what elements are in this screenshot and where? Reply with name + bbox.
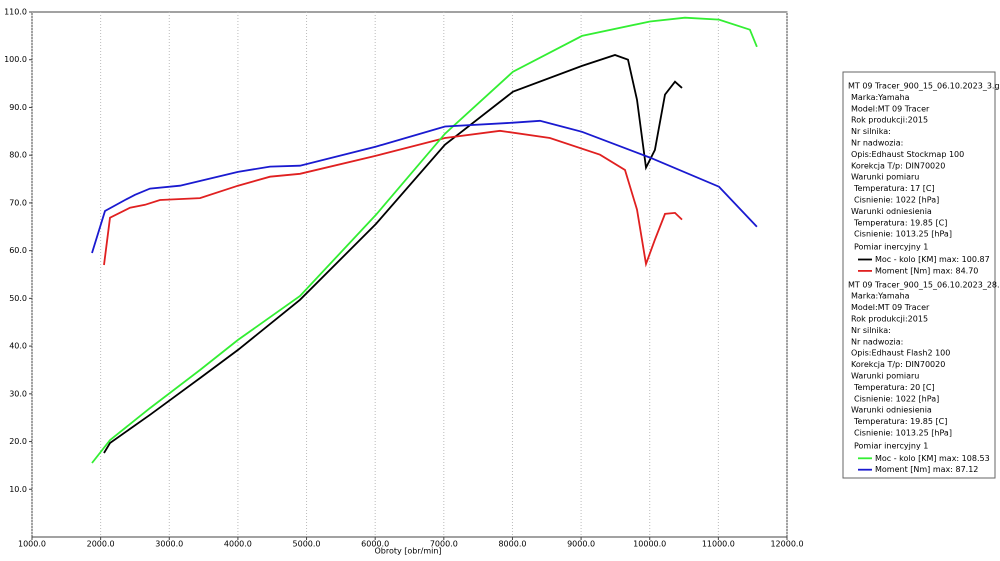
legend-info: Korekcja T/p: DIN70020 [851,360,945,369]
legend-label: Moc - kolo [KM] max: 108.53 [875,454,990,463]
x-tick-label: 6000.0 [361,540,389,549]
x-tick-label: 9000.0 [567,540,595,549]
x-tick-label: 4000.0 [224,540,252,549]
legend-heading: Warunki odniesienia [851,406,932,415]
y-tick-label: 40.0 [9,342,27,351]
legend-item: Temperatura: 19.85 [C] [853,218,947,227]
legend-info: Opis:Edhaust Stockmap 100 [851,150,964,159]
series-line [91,119,758,254]
legend-info: Opis:Edhaust Flash2 100 [851,349,950,358]
legend-info: Korekcja T/p: DIN70020 [851,161,945,170]
legend-info: Marka:Yamaha [851,93,910,102]
legend-file: MT 09 Tracer_900_15_06.10.2023_3.gxml [848,82,1000,91]
legend-info: Nr nadwozia: [851,337,903,346]
legend-item: Cisnienie: 1013.25 [hPa] [854,230,952,239]
legend-item: Temperatura: 20 [C] [853,383,935,392]
legend-measurement: Pomiar inercyjny 1 [854,243,928,252]
y-tick-label: 70.0 [9,198,27,207]
plot-area [31,11,788,538]
legend-file: MT 09 Tracer_900_15_06.10.2023_28.gxml [848,280,1000,289]
legend-item: Temperatura: 17 [C] [853,184,935,193]
x-axis-title: Obroty [obr/min] [374,547,441,556]
y-tick-label: 60.0 [9,246,27,255]
legend-info: Nr silnika: [851,326,891,335]
x-tick-label: 3000.0 [155,540,183,549]
legend-info: Nr silnika: [851,127,891,136]
x-tick-label: 11000.0 [702,540,735,549]
legend-measurement: Pomiar inercyjny 1 [854,441,928,450]
legend-item: Cisnienie: 1022 [hPa] [854,196,939,205]
legend-info: Nr nadwozia: [851,139,903,148]
legend-item: Cisnienie: 1013.25 [hPa] [854,429,952,438]
x-tick-label: 8000.0 [498,540,526,549]
x-tick-label: 10000.0 [633,540,666,549]
x-tick-label: 7000.0 [430,540,458,549]
x-tick-label: 12000.0 [770,540,803,549]
x-tick-label: 1000.0 [18,540,46,549]
y-tick-label: 50.0 [9,294,27,303]
y-tick-label: 20.0 [9,437,27,446]
legend-box [842,71,996,479]
legend-info: Rok produkcji:2015 [851,315,928,324]
legend-heading: Warunki pomiaru [851,173,919,182]
y-tick-label: 80.0 [9,151,27,160]
legend-info: Rok produkcji:2015 [851,116,928,125]
legend-info: Model:MT 09 Tracer [851,104,930,113]
series-line [91,16,758,464]
y-tick-label: 100.0 [4,55,27,64]
series-line [103,129,683,268]
y-tick-label: 10.0 [9,485,27,494]
legend-item: Cisnienie: 1022 [hPa] [854,394,939,403]
x-tick-label: 2000.0 [87,540,115,549]
x-tick-label: 5000.0 [293,540,321,549]
legend-info: Marka:Yamaha [851,292,910,301]
legend-label: Moment [Nm] max: 84.70 [875,266,978,275]
y-tick-label: 110.0 [4,8,27,17]
y-tick-label: 30.0 [9,389,27,398]
legend-label: Moment [Nm] max: 87.12 [875,465,978,474]
legend-label: Moc - kolo [KM] max: 100.87 [875,255,990,264]
series-line [103,54,683,454]
legend-info: Model:MT 09 Tracer [851,303,930,312]
legend-item: Temperatura: 19.85 [C] [853,417,947,426]
y-tick-label: 90.0 [9,103,27,112]
legend-heading: Warunki pomiaru [851,372,919,381]
legend-heading: Warunki odniesienia [851,207,932,216]
